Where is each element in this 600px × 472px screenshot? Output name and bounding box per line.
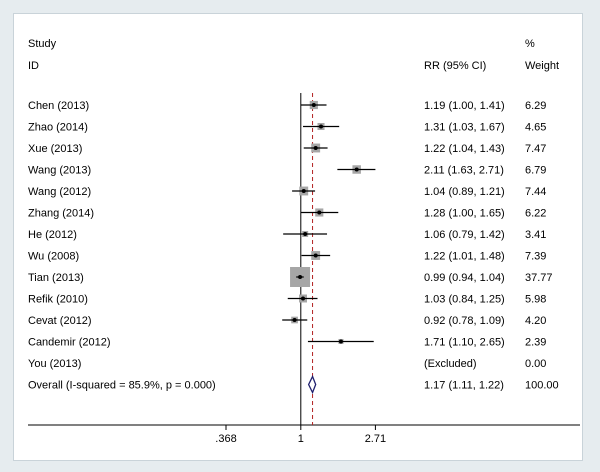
header-id: ID (28, 60, 39, 72)
study-weight-text: 0.00 (525, 358, 546, 370)
header-weight: Weight (525, 60, 559, 72)
study-ci-text: 1.31 (1.03, 1.67) (424, 122, 505, 134)
study-ci-text: 1.03 (0.84, 1.25) (424, 294, 505, 306)
study-ci-text: 1.22 (1.01, 1.48) (424, 251, 505, 263)
study-id-label: He (2012) (28, 229, 77, 241)
overall-label: Overall (I-squared = 85.9%, p = 0.000) (28, 380, 216, 392)
study-ci-text: 0.99 (0.94, 1.04) (424, 272, 505, 284)
study-point-estimate (354, 167, 359, 172)
overall-ci-text: 1.17 (1.11, 1.22) (424, 380, 504, 392)
study-weight-text: 7.44 (525, 186, 546, 198)
overall-diamond (307, 374, 317, 395)
study-id-label: Candemir (2012) (28, 337, 111, 349)
overall-weight-text: 100.00 (525, 380, 559, 392)
study-id-label: You (2013) (28, 358, 81, 370)
study-ci-text: 1.22 (1.04, 1.43) (424, 143, 505, 155)
study-point-estimate (319, 124, 324, 129)
study-id-label: Cevat (2012) (28, 315, 92, 327)
study-weight-text: 6.22 (525, 208, 546, 220)
study-ci-text: (Excluded) (424, 358, 477, 370)
study-ci-text: 1.28 (1.00, 1.65) (424, 208, 505, 220)
study-point-estimate (292, 318, 297, 322)
study-weight-text: 6.79 (525, 165, 546, 177)
study-ci-text: 1.06 (0.79, 1.42) (424, 229, 505, 241)
study-weight-text: 3.41 (525, 229, 546, 241)
study-id-label: Chen (2013) (28, 100, 89, 112)
header-study: Study (28, 38, 57, 50)
study-id-label: Zhang (2014) (28, 208, 94, 220)
x-axis-tick-label: .368 (215, 433, 236, 445)
study-weight-text: 2.39 (525, 337, 546, 349)
study-ci-text: 0.92 (0.78, 1.09) (424, 315, 505, 327)
study-id-label: Wang (2012) (28, 186, 91, 198)
study-id-label: Wu (2008) (28, 251, 79, 263)
header-rr: RR (95% CI) (424, 60, 486, 72)
study-weight-text: 4.65 (525, 122, 546, 134)
study-id-label: Zhao (2014) (28, 122, 88, 134)
study-point-estimate (311, 103, 316, 107)
study-point-estimate (301, 296, 306, 301)
study-weight-text: 6.29 (525, 100, 546, 112)
header-percent: % (525, 38, 535, 50)
x-axis-tick-label: 2.71 (365, 433, 386, 445)
study-id-label: Refik (2010) (28, 294, 88, 306)
plot-region (13, 13, 583, 461)
study-id-label: Xue (2013) (28, 143, 82, 155)
study-weight-text: 37.77 (525, 272, 553, 284)
study-ci-text: 1.04 (0.89, 1.21) (424, 186, 505, 198)
study-weight-text: 7.39 (525, 251, 546, 263)
study-id-label: Tian (2013) (28, 272, 84, 284)
study-point-estimate (301, 189, 306, 193)
study-ci-text: 2.11 (1.63, 2.71) (424, 165, 504, 177)
study-point-estimate (313, 253, 318, 258)
study-weight-text: 5.98 (525, 294, 546, 306)
study-weight-text: 4.20 (525, 315, 546, 327)
study-point-estimate (298, 275, 303, 279)
study-ci-text: 1.19 (1.00, 1.41) (424, 100, 505, 112)
study-weight-text: 7.47 (525, 143, 546, 155)
study-point-estimate (313, 146, 318, 150)
x-axis-tick-label: 1 (298, 433, 304, 445)
study-point-estimate (303, 232, 308, 236)
study-point-estimate (338, 339, 343, 344)
study-point-estimate (317, 210, 322, 215)
study-id-label: Wang (2013) (28, 165, 91, 177)
study-ci-text: 1.71 (1.10, 2.65) (424, 337, 505, 349)
